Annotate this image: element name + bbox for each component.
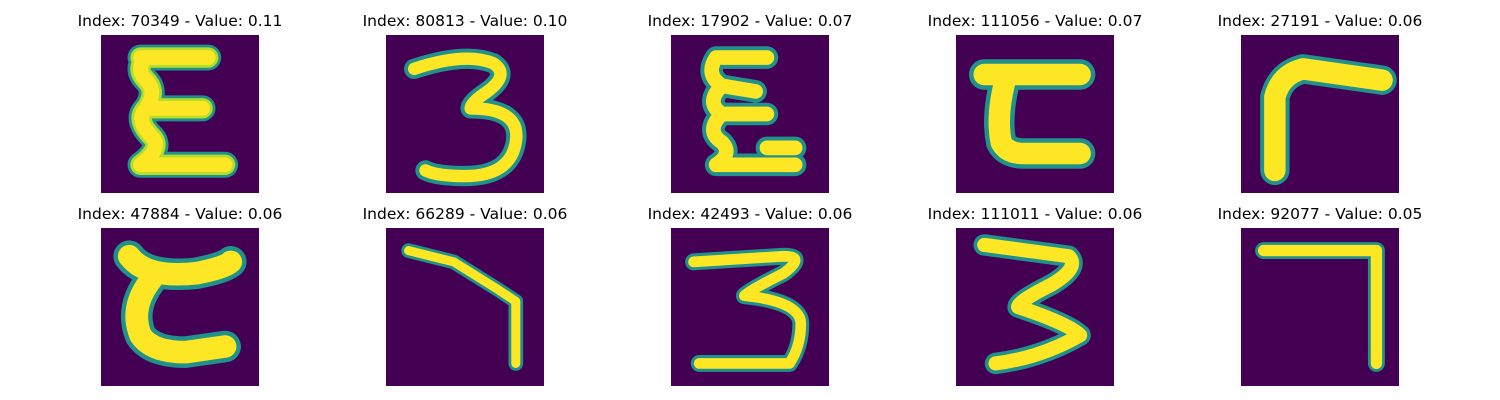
sample-title: Index: 111011 - Value: 0.06 — [927, 205, 1143, 223]
glyph-seven — [1255, 242, 1385, 372]
sample-title: Index: 42493 - Value: 0.06 — [647, 205, 853, 223]
sample-cell-6: Index: 47884 - Value: 0.06 — [10, 205, 350, 395]
sample-image — [1241, 35, 1399, 193]
sample-image — [386, 35, 544, 193]
sample-cell-5: Index: 27191 - Value: 0.06 — [1150, 12, 1490, 202]
sample-cell-7: Index: 66289 - Value: 0.06 — [295, 205, 635, 395]
sample-image — [101, 228, 259, 386]
sample-title: Index: 66289 - Value: 0.06 — [362, 205, 568, 223]
glyph-corner — [1260, 54, 1397, 186]
sample-image — [671, 35, 829, 193]
glyph-three — [973, 234, 1091, 375]
sample-title: Index: 80813 - Value: 0.10 — [362, 12, 568, 30]
glyph-epsilon — [968, 59, 1096, 169]
sample-title: Index: 92077 - Value: 0.05 — [1217, 205, 1423, 223]
glyph-three — [404, 48, 527, 187]
glyph-epsilon — [113, 240, 247, 368]
sample-cell-10: Index: 92077 - Value: 0.05 — [1150, 205, 1490, 395]
sample-image — [386, 228, 544, 386]
sample-cell-4: Index: 111056 - Value: 0.07 — [865, 12, 1205, 202]
sample-cell-1: Index: 70349 - Value: 0.11 — [10, 12, 350, 202]
glyph-epsilon — [127, 44, 239, 178]
sample-title: Index: 17902 - Value: 0.07 — [647, 12, 853, 30]
sample-cell-2: Index: 80813 - Value: 0.10 — [295, 12, 635, 202]
sample-title: Index: 111056 - Value: 0.07 — [927, 12, 1143, 30]
sample-cell-9: Index: 111011 - Value: 0.06 — [865, 205, 1205, 395]
sample-image — [1241, 228, 1399, 386]
sample-image — [956, 35, 1114, 193]
glyph-three — [685, 247, 810, 372]
glyph-epsilon — [700, 46, 807, 177]
sample-title: Index: 27191 - Value: 0.06 — [1217, 12, 1423, 30]
sample-title: Index: 47884 - Value: 0.06 — [77, 205, 283, 223]
sample-cell-8: Index: 42493 - Value: 0.06 — [580, 205, 920, 395]
sample-cell-3: Index: 17902 - Value: 0.07 — [580, 12, 920, 202]
sample-image — [101, 35, 259, 193]
sample-title: Index: 70349 - Value: 0.11 — [77, 12, 283, 30]
glyph-seven — [401, 243, 524, 371]
sample-image — [956, 228, 1114, 386]
sample-image — [671, 228, 829, 386]
